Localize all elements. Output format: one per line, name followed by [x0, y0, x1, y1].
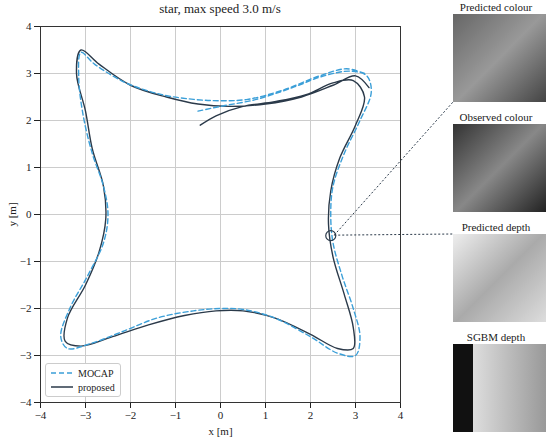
svg-text:−1: −1 [170, 409, 182, 421]
svg-text:x [m]: x [m] [208, 425, 232, 437]
svg-text:4: 4 [398, 409, 404, 421]
svg-text:−2: −2 [125, 409, 137, 421]
svg-text:y [m]: y [m] [6, 202, 18, 226]
svg-text:−2: −2 [20, 302, 32, 314]
html-text:Observed colour: Observed colour [459, 111, 533, 123]
svg-text:0: 0 [26, 208, 32, 220]
svg-text:3: 3 [26, 67, 32, 79]
svg-text:−4: −4 [35, 409, 47, 421]
svg-text:−4: −4 [20, 396, 32, 408]
svg-text:4: 4 [26, 20, 32, 32]
svg-text:0: 0 [218, 409, 224, 421]
svg-text:−3: −3 [80, 409, 92, 421]
svg-text:−3: −3 [20, 349, 32, 361]
svg-text:2: 2 [308, 409, 314, 421]
html-text:Predicted colour: Predicted colour [459, 1, 533, 13]
svg-text:1: 1 [26, 161, 32, 173]
html-text:star, max speed 3.0 m/s: star, max speed 3.0 m/s [159, 1, 281, 16]
html-text:MOCAP: MOCAP [78, 367, 114, 379]
html-text:SGBM depth: SGBM depth [466, 331, 526, 343]
html-text:Predicted depth: Predicted depth [461, 221, 531, 233]
svg-text:3: 3 [353, 409, 359, 421]
svg-text:2: 2 [26, 114, 32, 126]
html-text:proposed: proposed [78, 381, 115, 393]
svg-text:1: 1 [263, 409, 269, 421]
svg-text:−1: −1 [20, 255, 32, 267]
